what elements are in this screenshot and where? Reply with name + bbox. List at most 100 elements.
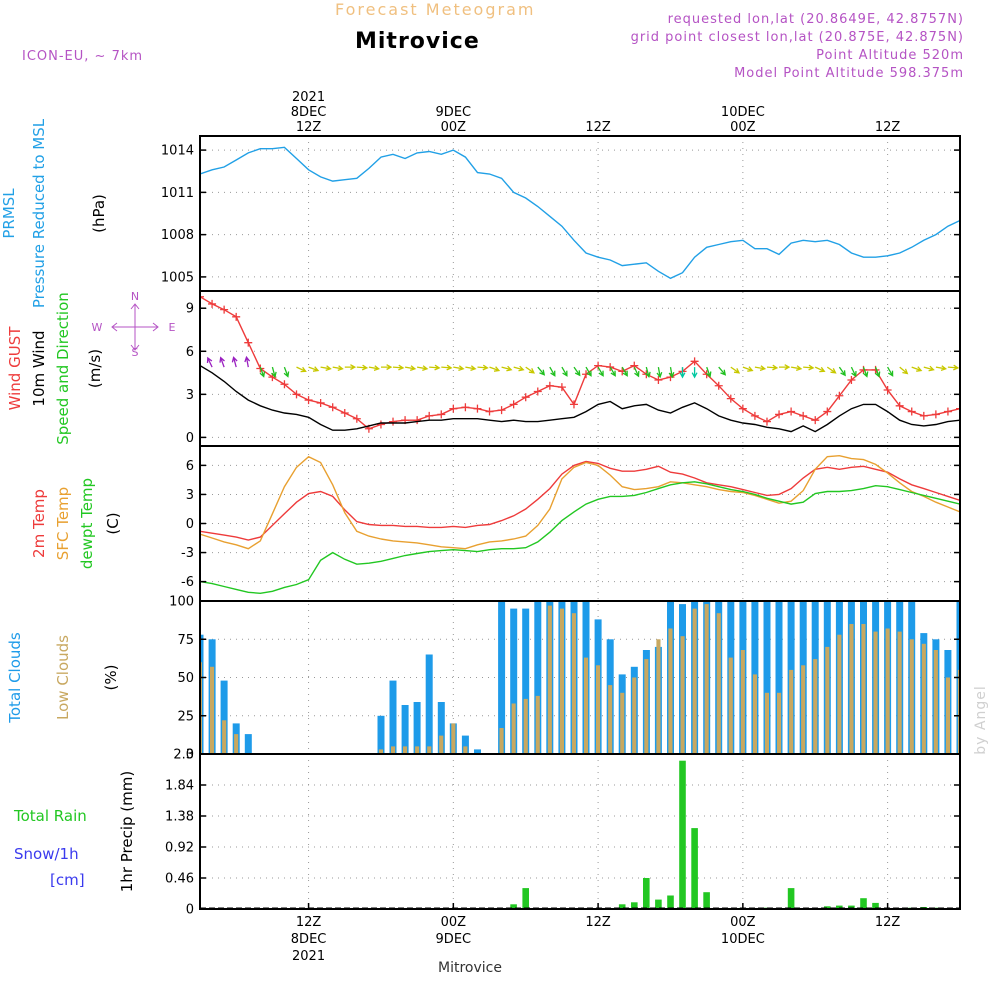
series-bar <box>824 906 831 909</box>
series-line <box>200 364 960 433</box>
wind-arrow <box>766 364 779 371</box>
wind-arrow <box>790 365 803 372</box>
time-label-bottom: 9DEC <box>436 932 472 947</box>
series-bar <box>547 605 552 754</box>
wind-arrow <box>429 364 441 371</box>
value-tick-label: 6 <box>186 345 194 360</box>
wind-arrow <box>525 366 536 374</box>
series-layer <box>200 146 960 909</box>
series-line <box>200 460 960 541</box>
series-bar <box>608 685 613 754</box>
series-bar <box>415 746 420 754</box>
gust-marker <box>787 407 796 416</box>
gust-marker <box>304 396 313 405</box>
series-bar <box>474 749 481 754</box>
series-bar <box>413 702 421 754</box>
gust-marker <box>654 375 663 384</box>
gust-marker <box>606 363 615 372</box>
series-bar <box>437 702 445 754</box>
series-bar <box>667 895 674 909</box>
series-bar <box>763 601 771 754</box>
panel-label: Low Clouds <box>54 635 72 720</box>
gust-marker <box>847 375 856 384</box>
series-bar <box>728 657 733 754</box>
gust-marker <box>473 404 482 413</box>
series-bar <box>777 692 782 754</box>
panel-series-group <box>510 760 940 909</box>
series-bar <box>596 665 601 754</box>
wind-arrow <box>633 366 640 378</box>
panel-label: Total Clouds <box>6 632 24 724</box>
value-tick-label: 0 <box>186 903 194 918</box>
series-bar <box>644 659 649 754</box>
time-label-bottom: 10DEC <box>721 932 765 947</box>
series-bar <box>559 608 564 754</box>
wind-arrow <box>296 366 307 373</box>
series-bar <box>897 631 902 754</box>
gust-marker <box>232 312 241 321</box>
time-label-top: 12Z <box>585 120 611 135</box>
wind-arrow <box>826 366 837 374</box>
series-bar <box>222 720 227 754</box>
compass-south: S <box>132 346 139 359</box>
series-bar <box>463 746 468 754</box>
panel-series-group <box>200 601 960 754</box>
gust-marker <box>485 407 494 416</box>
wind-arrow <box>923 365 935 372</box>
panel-label: (m/s) <box>86 349 104 388</box>
gust-marker <box>328 403 337 412</box>
panel-label: 1hr Precip (mm) <box>118 771 136 892</box>
series-bar <box>499 728 504 754</box>
series-bar <box>775 601 783 754</box>
wind-arrow <box>862 366 869 378</box>
gust-marker <box>907 407 916 416</box>
gust-marker <box>425 411 434 420</box>
series-bar <box>631 902 638 909</box>
series-bar <box>643 878 650 909</box>
gust-marker <box>714 381 723 390</box>
value-tick-label: 1014 <box>161 144 194 159</box>
value-tick-label: 75 <box>177 633 194 648</box>
gust-marker <box>461 403 470 412</box>
gust-marker <box>956 404 960 413</box>
wind-arrow <box>705 366 712 378</box>
wind-arrow <box>392 364 405 371</box>
value-tick-label: 0.92 <box>165 841 194 856</box>
series-bar <box>389 680 397 754</box>
wind-arrow <box>850 366 857 378</box>
gust-marker <box>811 416 820 425</box>
time-label-bottom: 8DEC <box>291 932 327 947</box>
wind-arrow <box>453 365 465 372</box>
series-bar <box>510 904 517 909</box>
gust-marker <box>931 410 940 419</box>
gust-marker <box>533 387 542 396</box>
series-bar <box>244 734 252 754</box>
gust-marker <box>895 401 904 410</box>
wind-arrow <box>597 366 604 377</box>
series-bar <box>873 631 878 754</box>
panel-label: (hPa) <box>90 194 108 233</box>
panel-label: 2m Temp <box>30 489 48 558</box>
value-tick-label: -6 <box>181 575 194 590</box>
gust-marker <box>509 400 518 409</box>
series-bar <box>451 723 456 754</box>
gust-marker <box>919 411 928 420</box>
gust-marker <box>690 357 699 366</box>
series-bar <box>403 746 408 754</box>
time-label-top: 00Z <box>730 120 756 135</box>
series-bar <box>740 650 745 754</box>
panel-label: (C) <box>104 512 122 534</box>
model-point-altitude: Model Point Altitude 598.375m <box>734 66 964 81</box>
compass-west: W <box>92 321 103 334</box>
wind-arrow <box>779 364 791 371</box>
labels-layer: 20218DEC12Z12Z8DEC20219DEC00Z00Z9DEC12Z1… <box>0 90 900 964</box>
wind-arrow <box>656 366 663 379</box>
panel-label: Pressure Reduced to MSL <box>30 118 48 308</box>
value-tick-label: 0.46 <box>165 872 194 887</box>
series-bar <box>764 692 769 754</box>
value-tick-label: 3 <box>186 388 194 403</box>
panel-series-group <box>200 146 960 280</box>
panel-label: PRMSL <box>0 188 18 239</box>
series-bar <box>584 657 589 754</box>
